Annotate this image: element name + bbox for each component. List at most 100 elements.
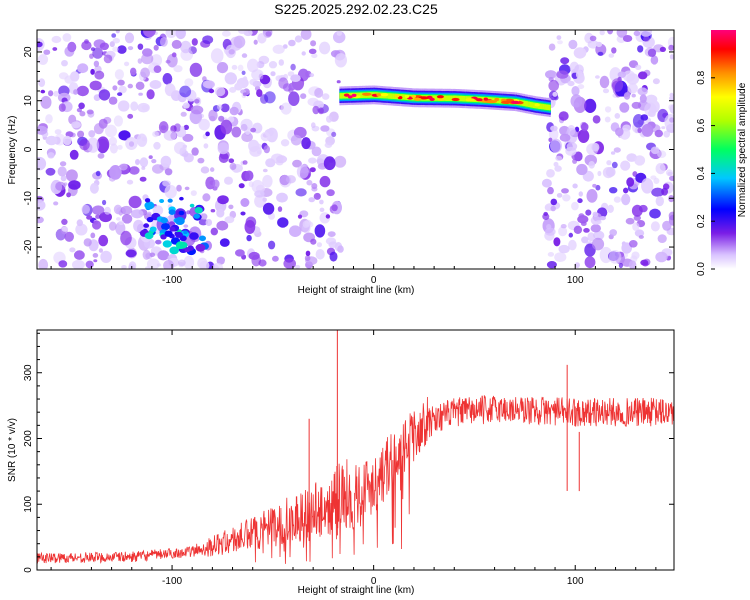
noise-blob [331,131,337,138]
noise-blob [166,53,178,68]
noise-blob [202,193,211,202]
noise-blob [575,70,583,79]
noise-blob [216,62,229,74]
noise-blob [153,65,162,73]
noise-blob [662,220,672,231]
noise-blob [667,171,673,176]
noise-blob [250,127,257,133]
noise-blob [127,113,134,119]
noise-blob [112,85,118,91]
noise-blob [260,131,271,142]
noise-blob [72,259,85,269]
noise-blob [257,33,267,44]
noise-blob [199,260,210,269]
signal-band-cell [547,104,550,111]
signal-band-cell [463,96,466,102]
noise-blob [54,129,62,135]
noise-blob [635,64,642,71]
noise-blob [310,238,317,245]
signal-band-cell [460,95,463,102]
noise-blob [76,85,89,97]
feature-blob [178,210,185,216]
snr-y-label: SNR (10 * v/v) [7,418,18,482]
noise-blob [647,48,657,57]
signal-band-cell [444,95,446,101]
noise-blob [637,87,648,96]
noise-blob [556,35,562,40]
noise-blob [574,262,580,268]
signal-band-cell [358,92,361,99]
noise-blob [89,53,94,59]
noise-blob [130,209,144,219]
noise-blob [618,262,624,269]
noise-blob [558,226,568,237]
noise-blob [247,58,259,73]
noise-blob [240,211,246,216]
noise-blob [183,255,195,269]
colorbar-tick-label: 0.4 [696,166,707,180]
noise-blob [550,205,556,212]
noise-blob [198,218,208,226]
noise-blob [152,164,164,174]
noise-blob [98,89,111,101]
noise-blob [145,266,151,269]
noise-blob [117,45,127,54]
noise-blob [234,82,243,91]
noise-blob [589,35,597,42]
noise-blob [580,221,587,226]
noise-blob [57,166,67,177]
noise-blob [178,259,186,267]
noise-blob [619,102,630,113]
noise-blob [547,252,555,257]
noise-blob [586,143,599,156]
noise-blob [609,229,617,237]
signal-band-cell [387,93,390,99]
signal-band-cell [545,104,548,110]
noise-blob [639,94,647,103]
feature-blob [162,240,172,248]
noise-blob [109,165,122,180]
colorbar-gradient [711,30,736,269]
noise-blob [576,163,588,176]
noise-blob [622,35,633,42]
signal-peak [436,95,444,99]
noise-blob [587,232,595,242]
y-tick-label: 20 [23,46,34,58]
noise-blob [74,250,85,260]
noise-blob [54,133,66,146]
noise-blob [203,143,209,149]
noise-blob [550,138,562,153]
feature-blob [144,198,151,203]
noise-blob [613,196,622,203]
noise-blob [200,213,208,220]
noise-blob [262,202,275,215]
noise-blob [590,224,601,233]
signal-band-cell [531,102,534,108]
noise-blob [611,78,624,92]
noise-blob [77,130,85,138]
noise-blob [208,88,215,94]
signal-band-cell [526,101,529,107]
noise-blob [329,251,338,262]
noise-blob [650,146,660,155]
noise-blob [308,197,316,203]
noise-blob [163,260,175,269]
noise-blob [591,237,605,251]
signal-peak [376,93,382,97]
noise-blob [136,133,148,147]
noise-blob [555,155,563,161]
noise-blob [92,205,105,215]
y-tick-label: 0 [23,567,34,573]
signal-band-cell [341,93,343,99]
feature-blob [194,207,203,214]
noise-blob [124,61,130,67]
noise-blob [47,152,55,159]
noise-blob [130,67,137,76]
noise-blob [580,122,589,132]
noise-blob [548,79,559,92]
noise-blob [45,114,53,124]
noise-blob [599,30,605,36]
noise-blob [151,159,157,164]
noise-blob [218,256,226,264]
noise-blob [325,214,331,219]
